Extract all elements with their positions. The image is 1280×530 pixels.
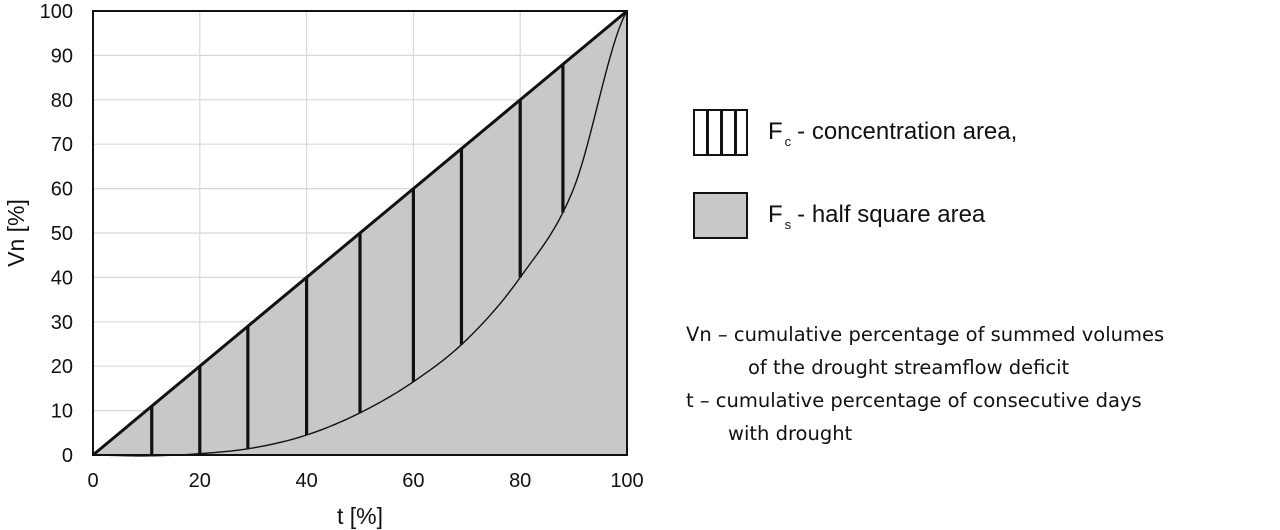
y-tick-label: 100 xyxy=(40,1,73,23)
concentration-hatch-lines xyxy=(150,64,565,455)
note-vn-line-2: of the drought streamflow deficit xyxy=(748,356,1070,379)
x-tick-label: 40 xyxy=(295,470,317,492)
y-tick-label: 90 xyxy=(51,45,73,67)
plot-frame xyxy=(92,10,628,456)
variable-notes: Vn – cumulative percentage of summed vol… xyxy=(686,318,1276,450)
diagonal-line xyxy=(92,9,628,457)
x-tick-label: 0 xyxy=(87,470,98,492)
concentration-chart: 0 20 40 60 80 100 0 10 20 30 40 50 60 70 80 90 100 t [%… xyxy=(3,1,644,529)
hatch-swatch-icon xyxy=(693,108,748,156)
x-tick-label: 60 xyxy=(402,470,424,492)
legend-subscript: s xyxy=(784,217,792,232)
note-t-line-1: t – cumulative percentage of consecutive… xyxy=(686,389,1142,412)
y-tick-label: 40 xyxy=(51,267,73,289)
note-vn-line-1: Vn – cumulative percentage of summed vol… xyxy=(686,323,1165,346)
y-tick-label: 20 xyxy=(51,356,73,378)
x-tick-label: 100 xyxy=(610,470,643,492)
y-tick-label: 10 xyxy=(51,401,73,423)
legend-symbol: F xyxy=(768,201,783,228)
y-axis-ticks: 0 10 20 30 40 50 60 70 80 90 100 xyxy=(40,1,73,467)
y-tick-label: 30 xyxy=(51,312,73,334)
x-tick-label: 20 xyxy=(189,470,211,492)
y-tick-label: 80 xyxy=(51,90,73,112)
x-axis-ticks: 0 20 40 60 80 100 xyxy=(87,470,643,492)
legend-symbol: F xyxy=(768,118,783,145)
y-tick-label: 60 xyxy=(51,179,73,201)
y-axis-label: Vn [%] xyxy=(3,199,29,267)
x-tick-label: 80 xyxy=(509,470,531,492)
x-axis-label: t [%] xyxy=(337,503,383,529)
legend-subscript: c xyxy=(784,134,792,149)
y-tick-label: 0 xyxy=(62,445,73,467)
note-t-line-2: with drought xyxy=(728,422,853,445)
legend-text: - half square area xyxy=(797,201,986,228)
gray-swatch-icon xyxy=(693,191,748,239)
y-tick-label: 50 xyxy=(51,223,73,245)
legend-text: - concentration area, xyxy=(797,118,1018,145)
y-tick-label: 70 xyxy=(51,134,73,156)
